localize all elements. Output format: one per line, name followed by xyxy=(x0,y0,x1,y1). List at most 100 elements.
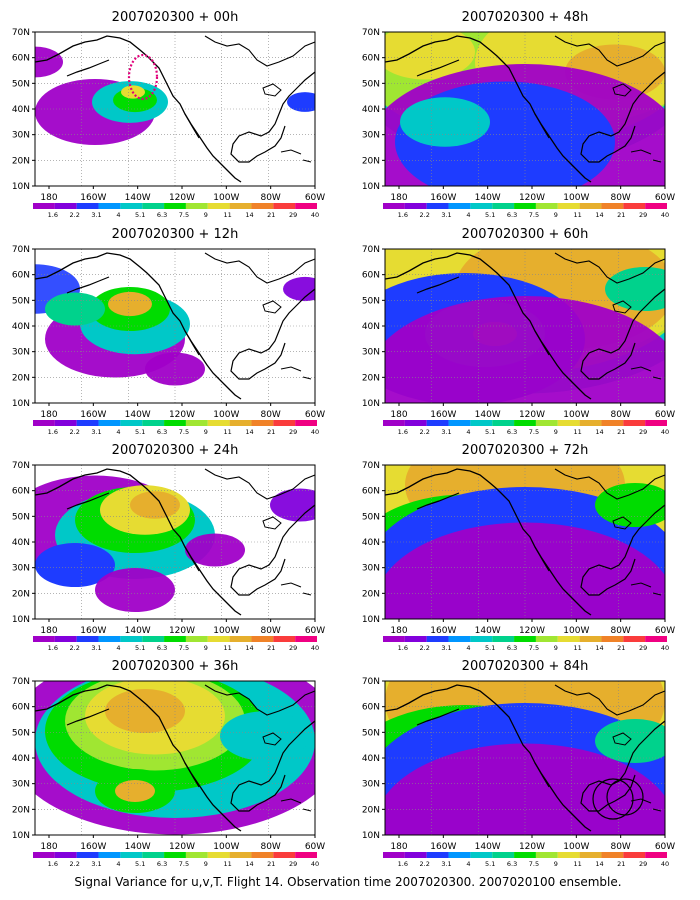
colorbar-label: 2.2 xyxy=(70,860,80,868)
colorbar-swatch xyxy=(295,852,317,858)
x-tick-label: 120W xyxy=(519,842,545,852)
colorbar-swatch xyxy=(33,636,55,642)
colorbar-label: 5.1 xyxy=(485,211,495,219)
colorbar-label: 1.6 xyxy=(48,211,58,219)
colorbar-swatch xyxy=(448,636,471,642)
variance-field xyxy=(385,465,665,619)
colorbar-swatch xyxy=(404,203,427,209)
y-tick-label: 50N xyxy=(12,79,30,89)
colorbar-label: 29 xyxy=(639,644,647,652)
variance-field xyxy=(385,249,665,403)
colorbar-label: 1.6 xyxy=(48,428,58,436)
y-tick-label: 60N xyxy=(362,54,380,64)
colorbar-swatch xyxy=(579,420,602,426)
colorbar-swatch xyxy=(426,636,449,642)
colorbar-swatch xyxy=(207,203,230,209)
colorbar-label: 9 xyxy=(554,211,558,219)
colorbar-label: 21 xyxy=(617,860,625,868)
y-tick-label: 50N xyxy=(12,512,30,522)
x-tick-label: 160W xyxy=(430,626,456,636)
x-tick-label: 80W xyxy=(260,626,280,636)
colorbar-swatch xyxy=(514,420,536,426)
y-tick-label: 30N xyxy=(362,780,380,790)
x-tick-label: 120W xyxy=(519,193,545,203)
x-tick-label: 60W xyxy=(655,193,675,203)
colorbar-swatch xyxy=(273,852,296,858)
x-tick-label: 100W xyxy=(213,193,239,203)
colorbar-swatch xyxy=(383,852,405,858)
x-tick-label: 140W xyxy=(475,842,501,852)
colorbar-label: 21 xyxy=(617,428,625,436)
colorbar-label: 4 xyxy=(466,428,470,436)
colorbar-swatch xyxy=(426,203,449,209)
colorbar-swatch xyxy=(98,852,121,858)
map-panel: 180 160W 140W 120W 100W 80W 60W 10N 20N 30N 40N 50N… xyxy=(12,28,325,203)
colorbar-swatch xyxy=(448,420,471,426)
y-tick-label: 10N xyxy=(12,615,30,625)
colorbar-label: 11 xyxy=(223,860,231,868)
colorbar-label: 5.1 xyxy=(135,644,145,652)
colorbar-label: 40 xyxy=(661,428,669,436)
colorbar-label: 6.3 xyxy=(157,644,167,652)
y-tick-label: 60N xyxy=(12,271,30,281)
colorbar-swatch xyxy=(142,852,165,858)
x-tick-label: 120W xyxy=(169,410,195,420)
colorbar-label: 7.5 xyxy=(529,644,539,652)
colorbar-label: 11 xyxy=(223,211,231,219)
panel-title: 2007020300 + 84h xyxy=(462,659,589,674)
colorbar-label: 1.6 xyxy=(48,644,58,652)
y-tick-label: 40N xyxy=(362,754,380,764)
colorbar-label: 7.5 xyxy=(179,860,189,868)
colorbar-label: 4 xyxy=(116,860,120,868)
y-tick-label: 20N xyxy=(362,589,380,599)
colorbar-swatch xyxy=(229,203,252,209)
x-tick-label: 80W xyxy=(260,410,280,420)
colorbar-label: 29 xyxy=(639,428,647,436)
variance-contour xyxy=(115,780,155,802)
colorbar-label: 11 xyxy=(573,428,581,436)
y-tick-label: 40N xyxy=(362,322,380,332)
variance-contour xyxy=(270,488,315,522)
y-tick-label: 20N xyxy=(362,373,380,383)
variance-contour xyxy=(287,92,315,112)
y-tick-label: 40N xyxy=(12,538,30,548)
x-tick-label: 180 xyxy=(40,193,57,203)
colorbar-label: 14 xyxy=(245,428,253,436)
y-tick-label: 60N xyxy=(12,703,30,713)
colorbar-swatch xyxy=(185,852,208,858)
variance-field xyxy=(385,32,665,186)
colorbar-label: 5.1 xyxy=(135,860,145,868)
colorbar-swatch xyxy=(54,852,77,858)
colorbar-label: 21 xyxy=(617,644,625,652)
colorbar-label: 5.1 xyxy=(135,428,145,436)
colorbar-swatch xyxy=(120,203,143,209)
colorbar-label: 3.1 xyxy=(441,211,451,219)
y-tick-label: 60N xyxy=(12,54,30,64)
colorbar-swatch xyxy=(229,420,252,426)
x-tick-label: 60W xyxy=(305,193,325,203)
variance-contour xyxy=(108,291,152,317)
colorbar-swatch xyxy=(76,420,99,426)
x-tick-label: 60W xyxy=(655,842,675,852)
y-tick-label: 20N xyxy=(12,805,30,815)
x-tick-label: 100W xyxy=(563,193,589,203)
colorbar-swatch xyxy=(623,852,646,858)
colorbar-label: 1.6 xyxy=(48,860,58,868)
x-tick-label: 100W xyxy=(563,842,589,852)
y-tick-label: 10N xyxy=(362,399,380,409)
map-panel: 180 160W 140W 120W 100W 80W 60W 10N 20N 30N 40N 50N… xyxy=(12,677,325,852)
colorbar-swatch xyxy=(295,203,317,209)
colorbar-swatch xyxy=(492,203,515,209)
variance-contour xyxy=(105,689,185,733)
x-tick-label: 140W xyxy=(125,193,151,203)
variance-contour xyxy=(130,491,180,519)
y-tick-label: 60N xyxy=(362,271,380,281)
x-tick-label: 80W xyxy=(610,626,630,636)
y-tick-label: 40N xyxy=(362,538,380,548)
y-tick-label: 10N xyxy=(362,182,380,192)
x-tick-label: 140W xyxy=(475,626,501,636)
x-tick-label: 60W xyxy=(655,410,675,420)
colorbar-swatch xyxy=(251,852,274,858)
colorbar-swatch xyxy=(645,636,667,642)
colorbar-label: 2.2 xyxy=(420,428,430,436)
